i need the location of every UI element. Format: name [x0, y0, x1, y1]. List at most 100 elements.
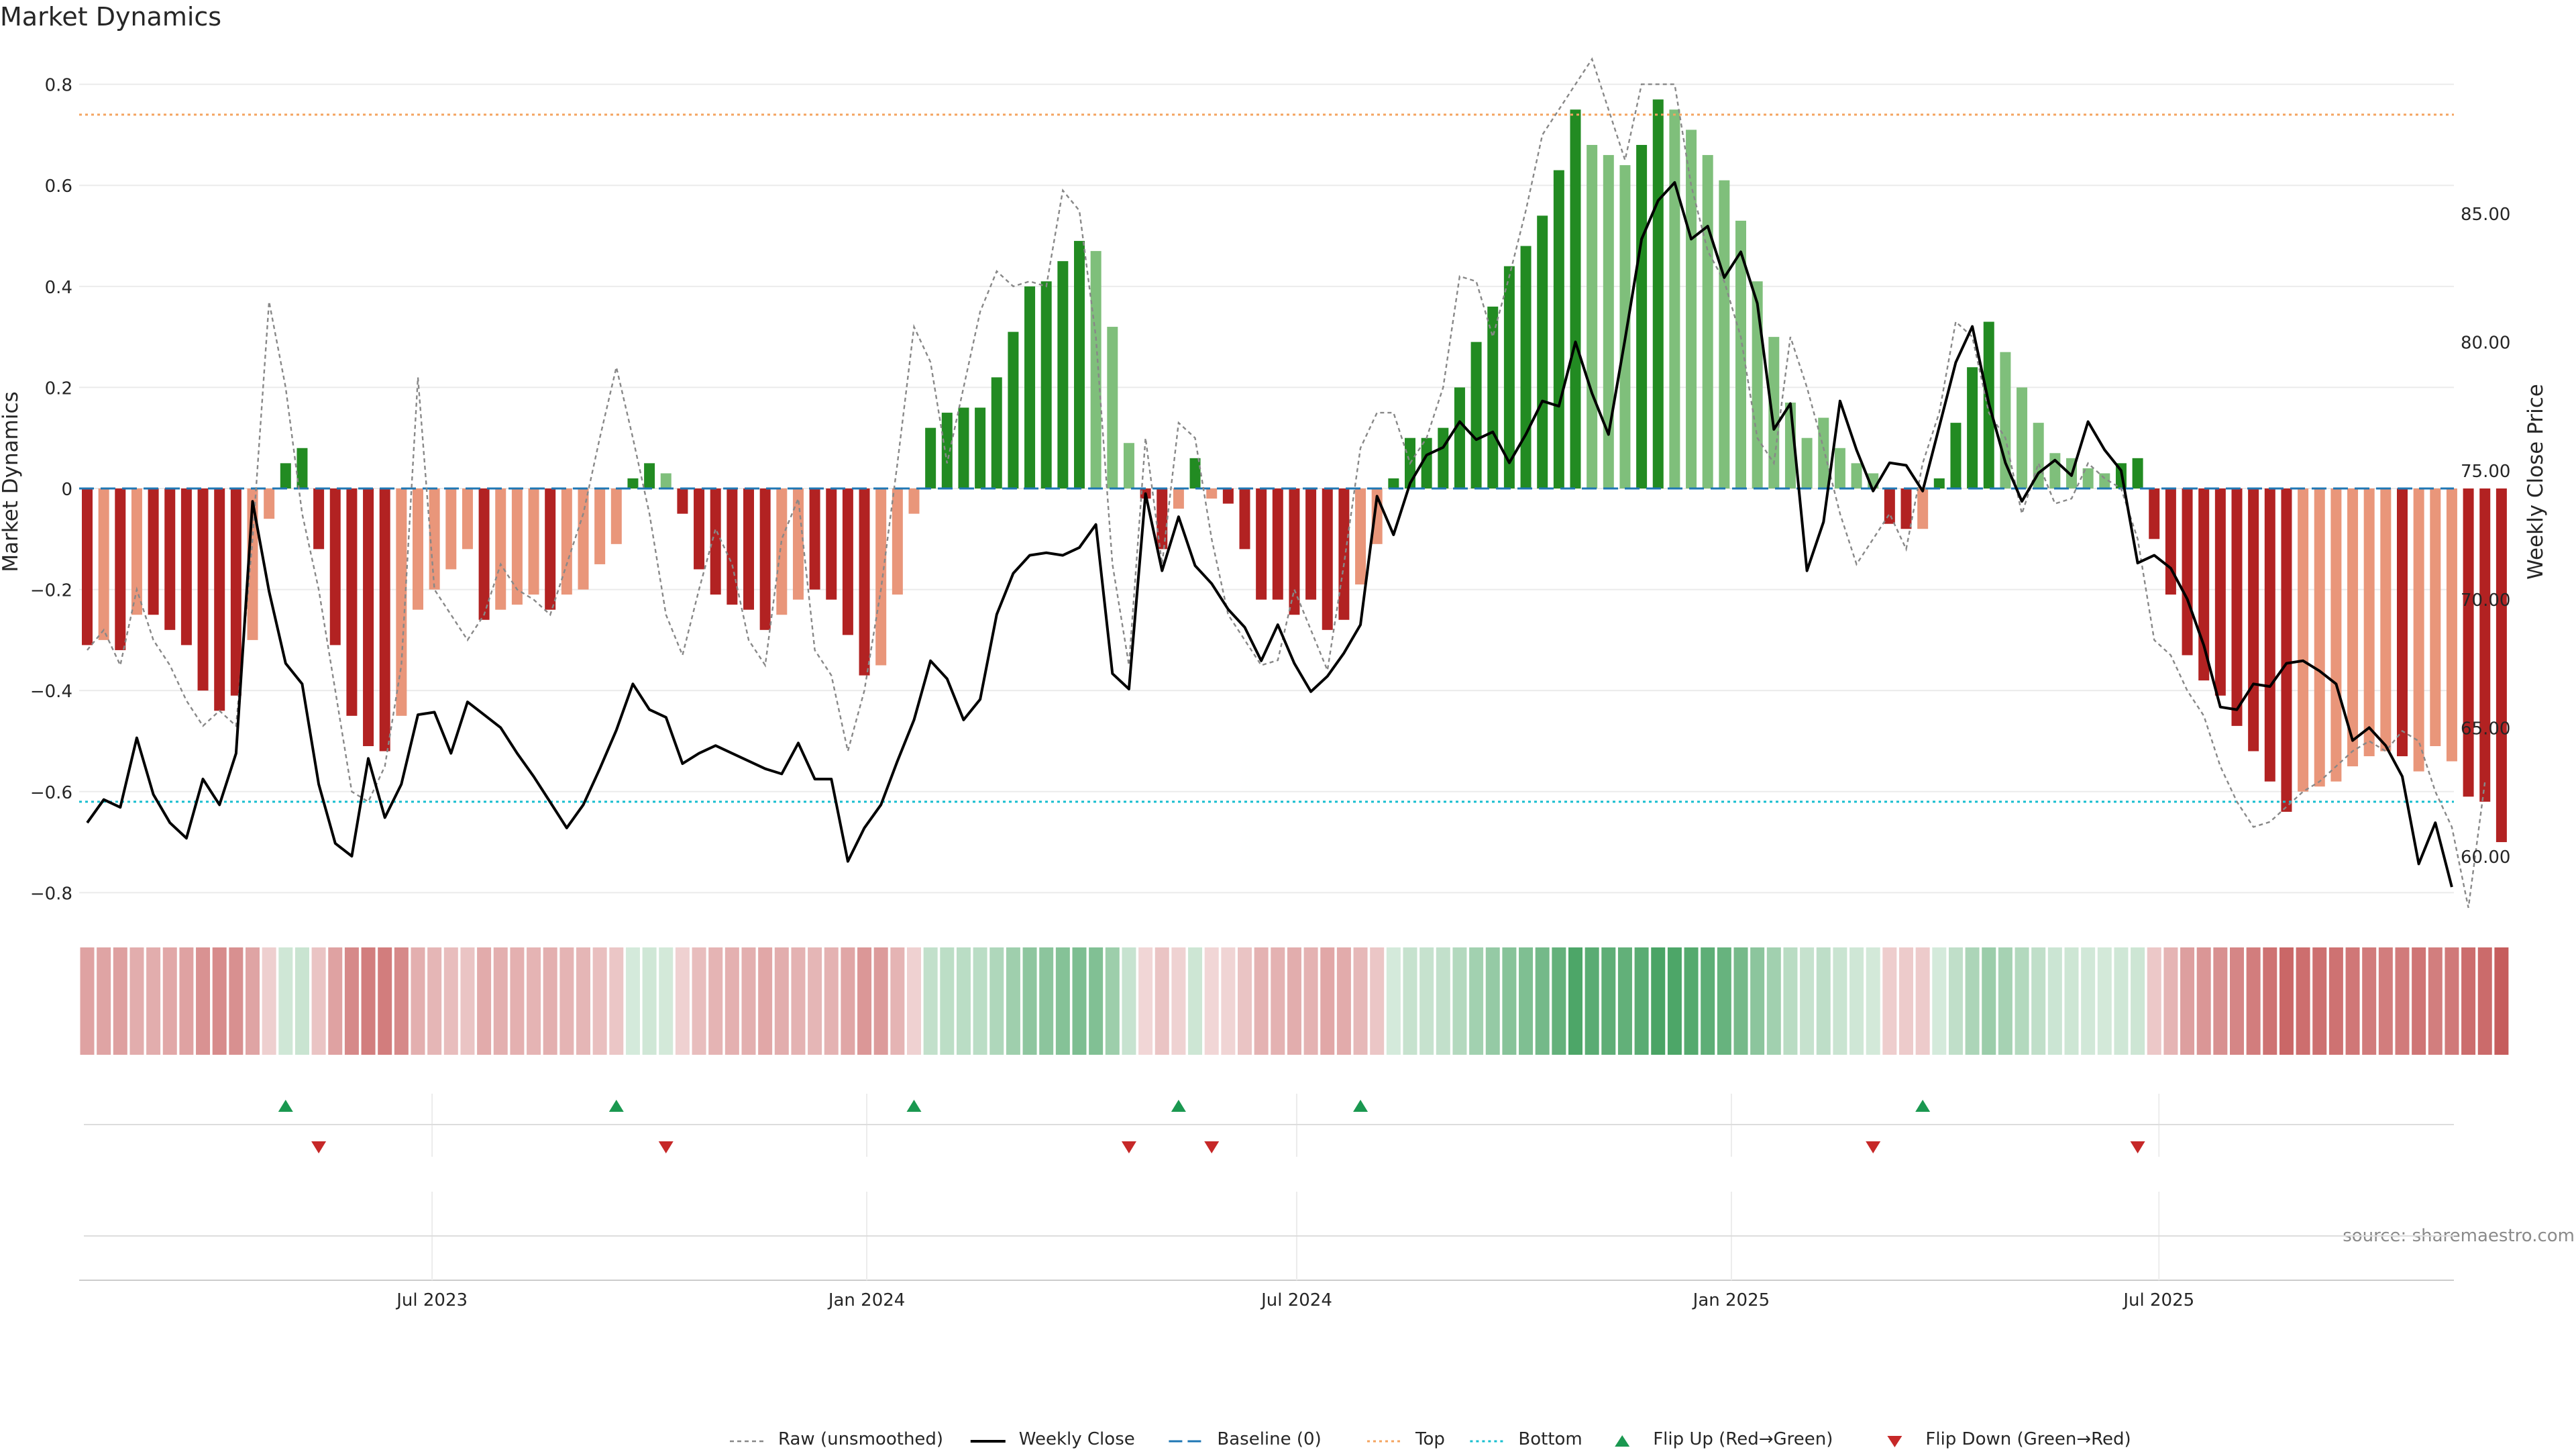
- market-dynamics-bar: [1454, 387, 1465, 488]
- secondary-y-axis-label: Weekly Close Price: [2524, 384, 2548, 580]
- regime-strip-cell: [1667, 947, 1682, 1055]
- regime-strip-cell: [576, 947, 590, 1055]
- chart-title: Market Dynamics: [0, 2, 221, 32]
- market-dynamics-bar: [1107, 327, 1118, 488]
- regime-strip-cell: [1138, 947, 1153, 1055]
- market-dynamics-bar: [329, 488, 341, 645]
- regime-strip-cell: [1485, 947, 1500, 1055]
- regime-strip-cell: [890, 947, 905, 1055]
- regime-strip-cell: [411, 947, 425, 1055]
- regime-strip-cell: [1436, 947, 1450, 1055]
- legend-label: Weekly Close: [1019, 1429, 1135, 1449]
- regime-strip-cell: [2131, 947, 2145, 1055]
- market-dynamics-bar: [280, 463, 291, 488]
- flip-up-marker: [1171, 1100, 1186, 1112]
- market-dynamics-bar: [1438, 427, 1449, 488]
- regime-strip-cell: [724, 947, 739, 1055]
- legend-label: Flip Up (Red→Green): [1653, 1429, 1833, 1449]
- regime-strip-cell: [2279, 947, 2294, 1055]
- market-dynamics-bar: [1123, 443, 1134, 488]
- market-dynamics-bar: [2380, 488, 2392, 751]
- regime-strip-cell: [592, 947, 607, 1055]
- regime-strip-cell: [1006, 947, 1020, 1055]
- regime-strip-cell: [1601, 947, 1616, 1055]
- market-dynamics-bar: [545, 488, 556, 610]
- regime-strip-cell: [427, 947, 442, 1055]
- market-dynamics-bar: [1256, 488, 1267, 600]
- regime-strip-cell: [642, 947, 657, 1055]
- market-dynamics-bar: [1801, 437, 1813, 488]
- regime-strip-cell: [2031, 947, 2046, 1055]
- regime-strip-cell: [2015, 947, 2029, 1055]
- legend-swatch: [1887, 1436, 1902, 1447]
- regime-strip-cell: [80, 947, 95, 1055]
- regime-strip-cell: [1171, 947, 1186, 1055]
- regime-strip-cell: [2180, 947, 2195, 1055]
- regime-strip-cell: [923, 947, 938, 1055]
- regime-strip-cell: [1932, 947, 1947, 1055]
- market-dynamics-bar: [1040, 281, 1052, 488]
- market-dynamics-bar: [1933, 478, 1945, 488]
- regime-strip-cell: [1122, 947, 1136, 1055]
- regime-strip-cell: [1899, 947, 1913, 1055]
- y-tick-label: 0: [61, 480, 72, 500]
- regime-strip-cell: [2445, 947, 2459, 1055]
- market-dynamics-bar: [594, 488, 606, 564]
- x-tick-label: Jan 2024: [827, 1290, 906, 1310]
- regime-strip-cell: [692, 947, 706, 1055]
- market-dynamics-bar: [809, 488, 820, 590]
- y2-tick-label: 65.00: [2461, 719, 2510, 739]
- market-dynamics-bar: [2149, 488, 2160, 539]
- legend-item: Top: [1367, 1429, 1445, 1449]
- market-dynamics-bar: [842, 488, 853, 635]
- market-dynamics-bar: [1669, 109, 1680, 488]
- regime-strip-cell: [1568, 947, 1582, 1055]
- market-dynamics-bar: [925, 427, 936, 488]
- regime-strip-cell: [1998, 947, 2012, 1055]
- legend-label: Baseline (0): [1217, 1429, 1321, 1449]
- raw-unsmoothed-line: [87, 57, 2486, 909]
- regime-strip-cell: [1452, 947, 1467, 1055]
- flip-up-marker: [1353, 1100, 1368, 1112]
- regime-strip-cell: [278, 947, 293, 1055]
- regime-strip-cell: [1254, 947, 1269, 1055]
- regime-strip-cell: [1469, 947, 1484, 1055]
- regime-strip-cell: [1833, 947, 1847, 1055]
- regime-strip-cell: [179, 947, 194, 1055]
- market-dynamics-bar: [875, 488, 887, 666]
- regime-strip-cell: [841, 947, 855, 1055]
- regime-strip-cell: [1188, 947, 1203, 1055]
- flip-down-marker: [311, 1141, 327, 1153]
- flip-down-marker: [2130, 1141, 2145, 1153]
- market-dynamics-bar: [1157, 488, 1168, 550]
- market-dynamics-bar: [1603, 155, 1614, 488]
- market-dynamics-bar: [660, 473, 672, 488]
- market-dynamics-bar: [214, 488, 225, 711]
- regime-strip-cell: [1204, 947, 1219, 1055]
- market-dynamics-bar: [396, 488, 407, 716]
- market-dynamics-bar: [2000, 352, 2011, 488]
- flip-up-marker: [1915, 1100, 1931, 1112]
- market-dynamics-bar: [1239, 488, 1250, 550]
- regime-strip-cell: [625, 947, 640, 1055]
- market-dynamics-bar: [892, 488, 903, 595]
- market-dynamics-bar: [727, 488, 738, 605]
- market-dynamics-bar: [2165, 488, 2176, 595]
- regime-strip-cell: [378, 947, 392, 1055]
- regime-strip-cell: [2312, 947, 2327, 1055]
- regime-strip-cell: [956, 947, 971, 1055]
- regime-strip-cell: [97, 947, 111, 1055]
- regime-strip-cell: [1336, 947, 1351, 1055]
- regime-strip-cell: [2296, 947, 2310, 1055]
- market-dynamics-bar: [1537, 215, 1548, 488]
- market-dynamics-bar: [2397, 488, 2408, 757]
- regime-strip-cell: [1982, 947, 1996, 1055]
- regime-strip-cell: [758, 947, 773, 1055]
- market-dynamics-bar: [1702, 155, 1713, 488]
- market-dynamics-bar: [1503, 266, 1515, 488]
- market-dynamics-bar: [230, 488, 241, 696]
- market-dynamics-bar: [2363, 488, 2375, 757]
- regime-strip-cell: [791, 947, 806, 1055]
- regime-strip-cell: [2196, 947, 2211, 1055]
- market-dynamics-bar: [2330, 488, 2342, 782]
